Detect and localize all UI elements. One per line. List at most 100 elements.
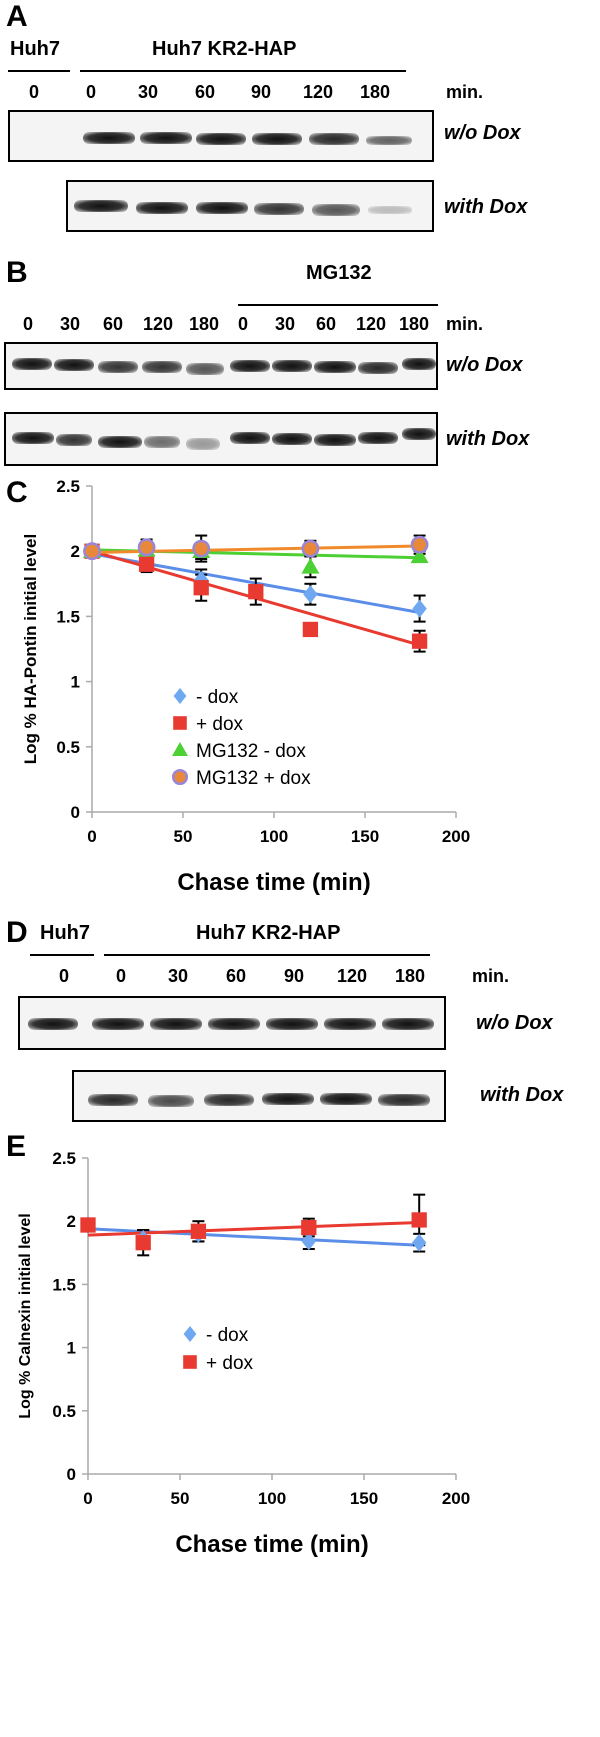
data-point [411,1212,427,1228]
data-point [137,538,156,557]
x-tick-label: 0 [87,827,96,846]
legend-marker [172,742,188,756]
panel-d-group-left: Huh7 [40,922,90,944]
panel-b-time: 120 [355,314,387,334]
x-tick-label: 50 [174,827,193,846]
data-point [301,1219,317,1236]
y-axis-label: Log % Calnexin initial level [17,1213,34,1418]
x-tick-label: 100 [258,1489,286,1508]
panel-b-label-without-dox: w/o Dox [446,354,523,376]
legend-label: + dox [196,714,244,735]
legend-marker [183,1355,197,1369]
x-axis-label: Chase time (min) [177,869,370,896]
data-point [303,585,318,604]
panel-d-time: 90 [283,966,305,986]
panel-a-label-without-dox: w/o Dox [444,122,521,144]
panel-d-blot-with-dox [72,1070,446,1122]
panel-d-blot-without-dox [18,996,446,1050]
x-tick-label: 200 [442,827,470,846]
panel-a-time: 30 [137,82,159,102]
legend-label: MG132 + dox [196,768,311,789]
panel-a-time-left: 0 [28,82,40,102]
data-point [135,1235,151,1251]
y-tick-label: 1 [71,673,80,692]
trend-line [87,1220,420,1237]
panel-b-label-with-dox: with Dox [446,428,530,450]
x-axis-label: Chase time (min) [175,1531,368,1558]
panel-d-letter: D [6,916,28,949]
x-tick-label: 50 [171,1489,190,1508]
panel-b-time: 30 [59,314,81,334]
data-point [248,583,264,600]
y-tick-label: 1.5 [56,607,80,626]
panel-b-blot-with-dox [4,412,438,466]
panel-d-unit: min. [472,966,510,986]
y-tick-label: 1.5 [52,1275,76,1294]
legend-label: + dox [206,1353,254,1374]
data-point [411,633,428,649]
legend-marker [173,716,187,730]
data-point [301,557,320,574]
panel-d-time-left: 0 [58,966,70,986]
data-point [138,556,155,572]
panel-c-chart: 0 0.5 1 1.5 2 2.5 0 50 100 150 200 Chase time (min)… [21,477,470,896]
y-tick-label: 0.5 [52,1402,76,1421]
data-point [83,542,101,561]
panel-a-group-right-bar [80,70,406,72]
panel-a-group-left-bar [8,70,70,72]
panel-c-letter: C [6,476,28,509]
y-tick-label: 2.5 [52,1149,76,1168]
y-axis-label: Log % HA-Pontin initial level [21,534,40,764]
y-tick-label: 0.5 [56,738,80,757]
panel-d-time: 120 [336,966,368,986]
panel-b-time: 0 [22,314,34,334]
data-point [192,539,211,558]
y-tick-label: 1 [67,1339,76,1358]
panel-a-label-with-dox: with Dox [444,196,528,218]
panel-d-time: 30 [167,966,189,986]
panel-a-blot-without-dox [8,110,434,162]
legend-marker [183,1326,197,1342]
panel-d-group-right-bar [104,954,430,956]
y-tick-label: 2.5 [56,477,80,496]
panel-a-time: 60 [194,82,216,102]
legend-label: - dox [206,1325,249,1346]
data-point [410,547,429,564]
panel-b-letter: B [6,256,28,289]
panel-b-unit: min. [446,314,484,334]
data-point [301,539,320,558]
panel-d-time: 60 [225,966,247,986]
data-point [301,1232,316,1251]
data-point [193,580,209,596]
x-tick-label: 150 [350,1489,378,1508]
panel-e-chart: 0 0.5 1 1.5 2 2.5 0 50 100 150 200 Chase time (min)… [17,1149,470,1558]
y-tick-label: 2 [71,542,80,561]
panel-a-group-right: Huh7 KR2-HAP [152,38,297,60]
x-tick-label: 0 [83,1489,92,1508]
y-tick-label: 0 [71,803,80,822]
panel-d-label-without-dox: w/o Dox [476,1012,553,1034]
panel-b-time: 120 [142,314,174,334]
panel-b-time: 60 [315,314,337,334]
panel-a-time: 180 [359,82,391,102]
data-point [412,599,427,618]
panel-d-time: 180 [394,966,426,986]
data-point [190,1223,207,1239]
data-point [302,621,319,638]
data-point [80,1217,96,1233]
panel-b-group-label: MG132 [306,262,372,284]
x-tick-label: 200 [442,1489,470,1508]
panel-a-unit: min. [446,82,484,102]
panel-b-time: 30 [274,314,296,334]
panel-a-letter: A [6,0,28,33]
panel-b-time: 180 [398,314,430,334]
panel-b-group-bar [238,304,438,306]
panel-a-blot-with-dox [66,180,434,232]
y-tick-label: 2 [67,1212,76,1231]
legend-marker [173,688,187,704]
panel-b-time: 0 [237,314,249,334]
legend-label: MG132 - dox [196,741,306,762]
panel-b-time: 60 [102,314,124,334]
data-point [410,535,429,554]
data-point [412,1233,427,1252]
